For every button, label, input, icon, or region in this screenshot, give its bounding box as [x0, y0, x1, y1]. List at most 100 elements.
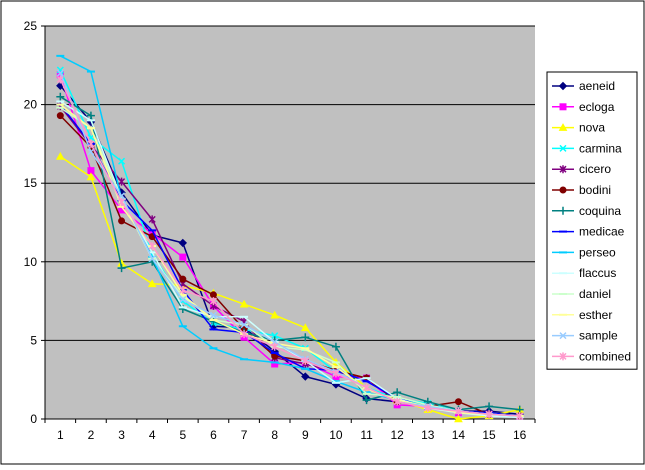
x-tick-label: 14 — [452, 428, 466, 442]
legend-label: coquina — [579, 204, 621, 218]
data-point-coquina — [86, 111, 95, 120]
data-point-combined — [454, 407, 462, 416]
x-tick-label: 11 — [360, 428, 373, 442]
data-point-combined — [56, 75, 64, 84]
legend-marker — [559, 144, 567, 152]
data-point-combined — [148, 242, 156, 251]
data-point-combined — [424, 403, 432, 412]
legend-label: carmina — [579, 141, 622, 155]
legend-marker — [558, 123, 568, 131]
data-point-carmina — [118, 157, 126, 165]
legend-entry-flaccus: flaccus — [552, 266, 616, 280]
legend-label: combined — [579, 349, 631, 363]
x-tick-label: 3 — [118, 428, 125, 442]
data-point-combined — [393, 397, 401, 406]
legend-entry-daniel: daniel — [552, 287, 611, 301]
data-point-combined — [332, 369, 340, 378]
legend-entry-ecloga: ecloga — [552, 100, 615, 114]
data-point-bodini — [209, 291, 217, 299]
data-point-sample — [240, 321, 248, 329]
x-tick-label: 15 — [482, 428, 496, 442]
data-point-nova — [55, 151, 65, 160]
data-point-aeneid — [301, 372, 310, 381]
x-tick-label: 5 — [179, 428, 186, 442]
legend-label: esther — [579, 308, 612, 322]
legend-entry-aeneid: aeneid — [552, 79, 615, 93]
legend-marker — [559, 332, 567, 340]
legend-entry-combined: combined — [552, 349, 631, 363]
series-layer — [55, 54, 525, 423]
x-tick-label: 16 — [513, 428, 527, 442]
series-line-nova — [59, 155, 520, 420]
x-tick-label: 7 — [241, 428, 248, 442]
data-point-bodini — [454, 398, 462, 406]
legend-label: ecloga — [579, 100, 615, 114]
data-point-combined — [240, 330, 248, 339]
data-point-combined — [485, 410, 493, 419]
series-line-combined — [59, 79, 520, 417]
series-line-coquina — [59, 96, 520, 411]
legend-label: cicero — [579, 162, 611, 176]
data-point-sample — [56, 69, 64, 77]
data-point-coquina — [301, 333, 310, 342]
data-point-cicero — [148, 215, 156, 224]
x-tick-label: 1 — [57, 428, 64, 442]
data-point-coquina — [362, 396, 371, 405]
data-point-combined — [87, 139, 95, 148]
data-point-cicero — [118, 177, 126, 186]
legend-label: sample — [579, 329, 618, 343]
data-point-nova — [86, 172, 96, 181]
data-point-bodini — [118, 217, 126, 225]
legend-entry-esther: esther — [552, 308, 612, 322]
legend-label: nova — [579, 121, 605, 135]
series-line-sample — [59, 72, 520, 417]
data-point-coquina — [56, 92, 65, 101]
data-point-nova — [270, 310, 280, 319]
x-tick-label: 9 — [302, 428, 309, 442]
gridlines — [45, 25, 535, 341]
data-point-nova — [147, 279, 157, 288]
data-point-aeneid — [178, 238, 188, 248]
series-combined — [56, 75, 524, 420]
y-tick-label: 5 — [30, 333, 37, 347]
y-tick-label: 25 — [24, 19, 38, 33]
legend-label: flaccus — [579, 266, 616, 280]
legend: aeneid ecloga nova carmina cicero bodini coqui… — [546, 71, 638, 370]
x-tick-label: 12 — [391, 428, 405, 442]
data-point-nova — [239, 299, 249, 308]
legend-entry-bodini: bodini — [552, 183, 611, 197]
legend-marker — [559, 186, 567, 194]
x-tick-label: 2 — [88, 428, 95, 442]
x-tick-label: 4 — [149, 428, 156, 442]
y-tick-label: 0 — [30, 412, 37, 426]
legend-marker — [559, 165, 567, 174]
data-point-sample — [148, 255, 156, 263]
data-point-coquina — [393, 388, 402, 397]
y-tick-label: 10 — [24, 255, 38, 269]
data-point-combined — [209, 297, 217, 306]
legend-marker — [558, 81, 568, 91]
x-tick-label: 8 — [271, 428, 278, 442]
legend-marker — [559, 352, 567, 361]
legend-marker — [559, 103, 567, 111]
data-point-combined — [516, 411, 524, 420]
data-point-sample — [209, 311, 217, 319]
data-point-combined — [118, 198, 126, 207]
data-point-bodini — [56, 112, 64, 120]
x-tick-label: 6 — [210, 428, 217, 442]
y-tick-label: 15 — [24, 176, 38, 190]
legend-entry-nova: nova — [552, 121, 605, 135]
data-point-coquina — [331, 342, 340, 351]
data-point-bodini — [179, 275, 187, 283]
data-point-combined — [179, 286, 187, 295]
legend-label: aeneid — [579, 79, 615, 93]
legend-entry-sample: sample — [552, 329, 618, 343]
x-tick-label: 10 — [329, 428, 343, 442]
legend-box — [546, 71, 638, 370]
legend-label: daniel — [579, 287, 611, 301]
data-point-combined — [301, 356, 309, 365]
data-point-combined — [363, 383, 371, 392]
